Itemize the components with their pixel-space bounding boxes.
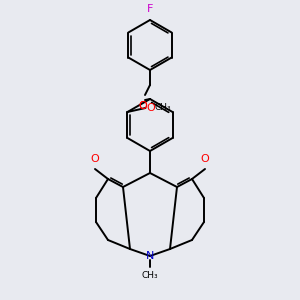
Text: O: O xyxy=(91,154,99,164)
Text: O: O xyxy=(201,154,209,164)
Text: O: O xyxy=(146,103,155,113)
Text: O: O xyxy=(139,101,147,111)
Text: O: O xyxy=(139,101,147,111)
Text: N: N xyxy=(146,251,154,261)
Text: F: F xyxy=(147,4,153,14)
Text: CH₃: CH₃ xyxy=(142,271,158,280)
Text: CH₃: CH₃ xyxy=(154,103,171,112)
